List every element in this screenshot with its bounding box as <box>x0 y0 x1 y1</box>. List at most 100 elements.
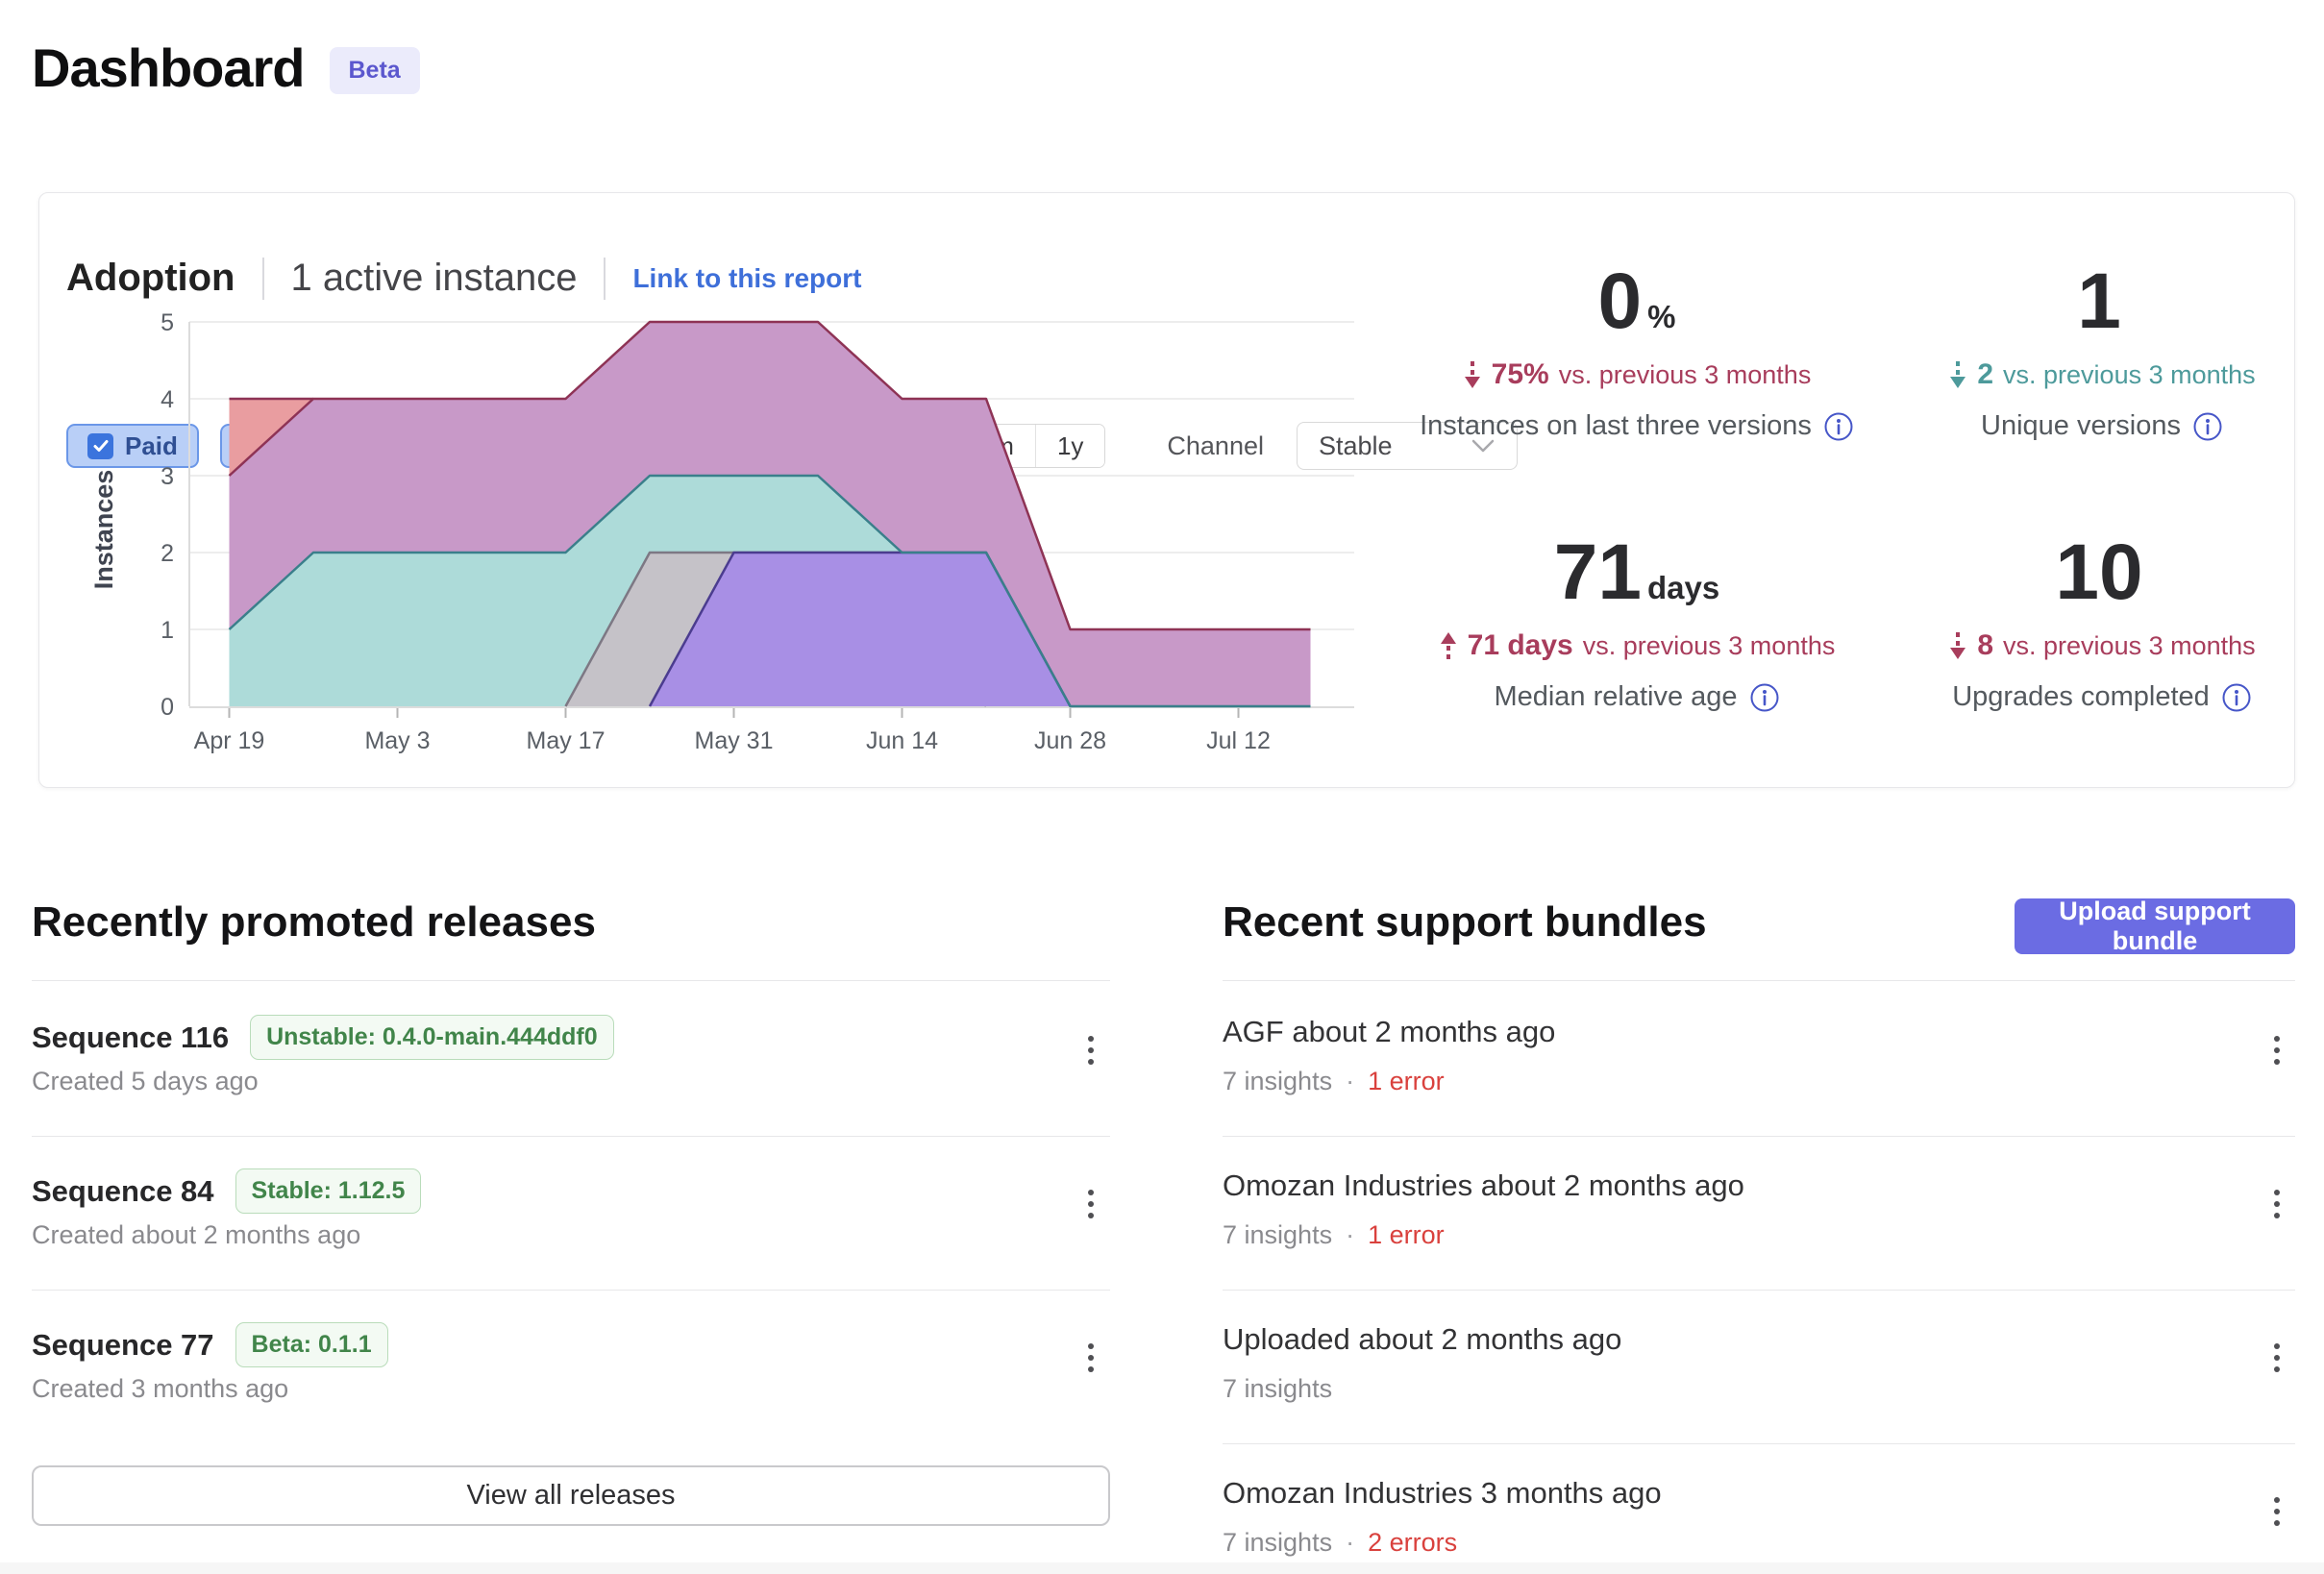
filter-checkbox-paid[interactable]: Paid <box>66 424 199 468</box>
svg-text:May 17: May 17 <box>527 727 606 754</box>
delta-caption: vs. previous 3 months <box>1582 630 1836 660</box>
kebab-menu-icon[interactable] <box>1082 1184 1100 1224</box>
bundle-insights: 7 insights <box>1223 1067 1333 1095</box>
stat-unique-versions: 1 2 vs. previous 3 months Unique version… <box>1869 262 2324 510</box>
stat-upgrades-completed: 10 8 vs. previous 3 months Upgrades comp… <box>1869 533 2324 758</box>
bundle-title[interactable]: Omozan Industries about 2 months ago <box>1223 1168 1744 1202</box>
svg-text:Jun 28: Jun 28 <box>1034 727 1106 754</box>
bundle-meta: 7 insights <box>1223 1374 1359 1404</box>
header-divider <box>604 257 606 300</box>
kebab-menu-icon[interactable] <box>2268 1491 2286 1532</box>
checkbox-checked-icon <box>87 432 113 459</box>
stat-suffix: days <box>1647 570 1720 605</box>
release-row-title: Sequence 84 Stable: 1.12.5 <box>32 1168 422 1214</box>
kebab-menu-icon[interactable] <box>2268 1030 2286 1070</box>
divider <box>32 980 1110 981</box>
time-range-1y[interactable]: 1y <box>1035 425 1105 467</box>
page-bottom-strip <box>0 1562 2324 1574</box>
info-icon[interactable] <box>2192 411 2223 442</box>
divider <box>1223 1443 2295 1444</box>
info-icon[interactable] <box>2221 682 2252 713</box>
releases-heading: Recently promoted releases <box>32 898 596 946</box>
divider <box>1223 980 2295 981</box>
svg-text:May 31: May 31 <box>695 727 774 754</box>
channel-select[interactable]: Stable <box>1296 422 1518 470</box>
channel-filter: Channel Stable <box>1167 422 1518 470</box>
delta-caption: vs. previous 3 months <box>2003 630 2256 660</box>
link-to-report[interactable]: Link to this report <box>632 262 862 293</box>
release-sequence[interactable]: Sequence 116 <box>32 1020 230 1054</box>
svg-text:4: 4 <box>161 386 174 413</box>
release-created: Created about 2 months ago <box>32 1220 361 1249</box>
divider <box>32 1136 1110 1137</box>
header-divider <box>261 257 264 300</box>
kebab-menu-icon[interactable] <box>1082 1338 1100 1378</box>
stat-suffix: % <box>1647 299 1676 334</box>
release-version-badge: Stable: 1.12.5 <box>235 1168 422 1214</box>
svg-text:Instances: Instances <box>89 470 118 590</box>
release-created: Created 3 months ago <box>32 1374 289 1403</box>
svg-text:1: 1 <box>161 617 174 644</box>
delta-caption: vs. previous 3 months <box>2003 359 2256 389</box>
adoption-title: Adoption <box>66 257 235 299</box>
svg-text:Apr 19: Apr 19 <box>194 727 265 754</box>
arrow-down-dashed-icon <box>1950 361 1966 388</box>
release-created: Created 5 days ago <box>32 1067 259 1095</box>
svg-text:5: 5 <box>161 309 174 336</box>
info-icon[interactable] <box>1749 682 1780 713</box>
bundle-title[interactable]: Uploaded about 2 months ago <box>1223 1322 1622 1356</box>
bundle-errors: 1 error <box>1368 1220 1445 1249</box>
kebab-menu-icon[interactable] <box>2268 1338 2286 1378</box>
arrow-down-dashed-icon <box>1950 632 1966 659</box>
filter-label: Paid <box>125 430 178 460</box>
kebab-menu-icon[interactable] <box>1082 1030 1100 1070</box>
delta-value: 75% <box>1491 358 1549 390</box>
bundle-row-title: Omozan Industries about 2 months ago <box>1223 1168 1744 1203</box>
chevron-down-icon <box>1471 439 1495 453</box>
bundle-meta: 7 insights · 1 error <box>1223 1067 1445 1096</box>
upload-support-bundle-button[interactable]: Upload support bundle <box>2015 897 2295 955</box>
bundle-row-title: Uploaded about 2 months ago <box>1223 1322 1621 1357</box>
stat-value: 10 <box>2055 529 2143 616</box>
meta-dot: · <box>1346 1067 1355 1095</box>
stat-label: Upgrades completed <box>1952 681 2210 712</box>
bundle-row-title: Omozan Industries 3 months ago <box>1223 1476 1662 1511</box>
stat-value: 0 <box>1597 258 1643 345</box>
bundle-title[interactable]: Omozan Industries 3 months ago <box>1223 1476 1662 1510</box>
release-sequence[interactable]: Sequence 84 <box>32 1173 214 1208</box>
info-icon[interactable] <box>1823 411 1854 442</box>
page-title: Dashboard <box>32 37 305 98</box>
stat-value: 71 <box>1553 529 1642 616</box>
release-row-title: Sequence 77 Beta: 0.1.1 <box>32 1322 388 1367</box>
bundle-title[interactable]: AGF about 2 months ago <box>1223 1015 1556 1048</box>
arrow-up-dashed-icon <box>1440 632 1456 659</box>
channel-selected-value: Stable <box>1318 430 1393 460</box>
bundle-errors: 1 error <box>1368 1067 1445 1095</box>
adoption-card: Adoption 1 active instance Link to this … <box>38 192 2295 788</box>
bundle-meta: 7 insights · 2 errors <box>1223 1528 1457 1558</box>
kebab-menu-icon[interactable] <box>2268 1184 2286 1224</box>
bundle-insights: 7 insights <box>1223 1220 1333 1249</box>
bundle-insights: 7 insights <box>1223 1374 1333 1403</box>
version-area-purple <box>650 553 1071 706</box>
svg-text:2: 2 <box>161 540 174 567</box>
channel-label: Channel <box>1167 430 1264 460</box>
release-sequence[interactable]: Sequence 77 <box>32 1327 214 1362</box>
delta-caption: vs. previous 3 months <box>1558 359 1812 389</box>
stat-label: Instances on last three versions <box>1420 410 1812 441</box>
active-instance-count: 1 active instance <box>290 257 578 299</box>
stat-label: Median relative age <box>1494 681 1738 712</box>
bundle-insights: 7 insights <box>1223 1528 1333 1557</box>
view-all-releases-button[interactable]: View all releases <box>32 1465 1110 1526</box>
bundle-errors: 2 errors <box>1368 1528 1458 1557</box>
divider <box>1223 1290 2295 1291</box>
page-header: Dashboard Beta <box>32 37 420 99</box>
release-version-badge: Beta: 0.1.1 <box>235 1322 388 1367</box>
beta-badge: Beta <box>329 47 420 94</box>
stat-label: Unique versions <box>1981 410 2181 441</box>
divider <box>32 1290 1110 1291</box>
svg-text:0: 0 <box>161 694 174 721</box>
stat-instances-last-three-versions: 0% 75% vs. previous 3 months Instances o… <box>1404 262 1869 510</box>
arrow-down-dashed-icon <box>1464 361 1480 388</box>
delta-value: 8 <box>1977 629 1994 661</box>
